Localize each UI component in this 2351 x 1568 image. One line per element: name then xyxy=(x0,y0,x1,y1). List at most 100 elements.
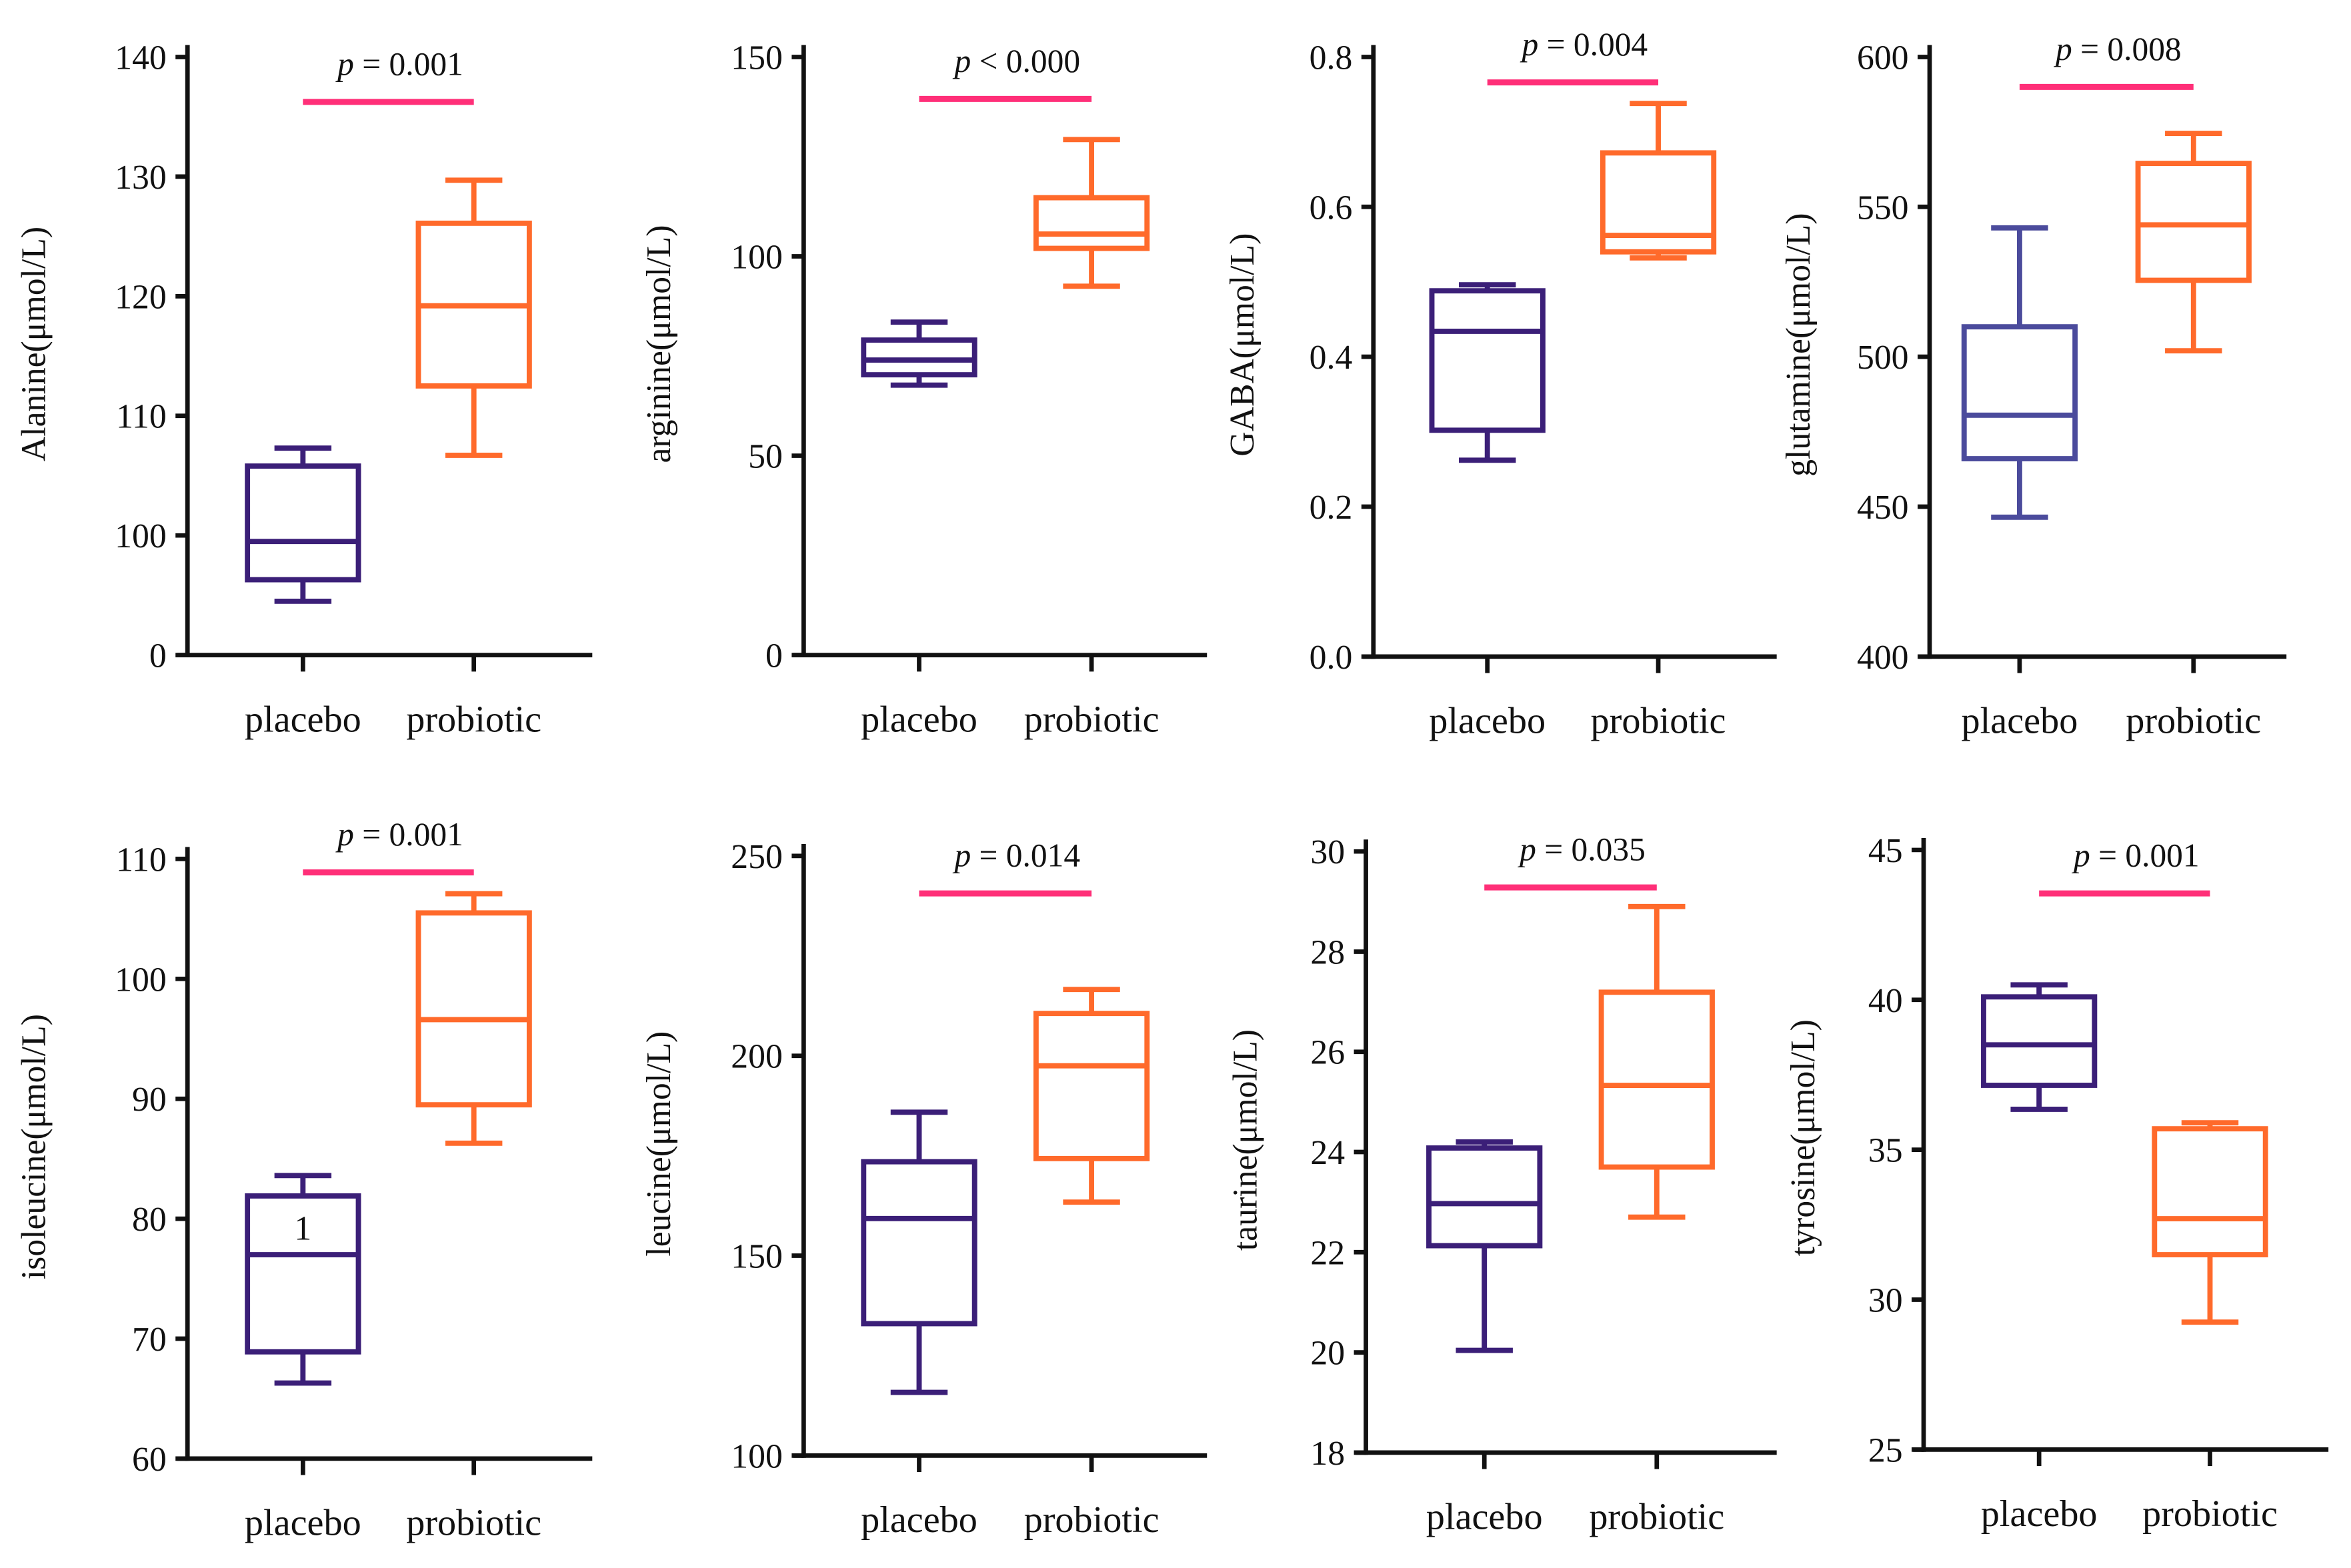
p-value-label: p = 0.014 xyxy=(952,837,1080,874)
y-tick-label: 600 xyxy=(1857,39,1909,77)
y-axis-label: leucine(μmol/L) xyxy=(640,1031,678,1257)
p-value-label: p = 0.001 xyxy=(335,45,463,82)
y-tick-label: 30 xyxy=(1868,1281,1903,1319)
y-tick-label: 100 xyxy=(731,1437,783,1475)
box-iqr xyxy=(245,463,361,583)
x-tick-label: placebo xyxy=(1429,701,1546,742)
x-tick-label: placebo xyxy=(1426,1497,1543,1538)
y-tick-label: 100 xyxy=(115,517,167,555)
y-tick-label: 120 xyxy=(115,278,167,316)
x-tick-label: placebo xyxy=(861,699,977,740)
y-tick-label: 40 xyxy=(1868,982,1903,1020)
chart-panel-5: 60 70 80 90 100 110 placebo probiotic isoleucine… xyxy=(15,816,593,1544)
x-tick-label: probiotic xyxy=(1591,701,1726,742)
p-value-text: = 0.008 xyxy=(2072,31,2182,67)
p-symbol: p xyxy=(335,816,354,853)
x-tick-label: probiotic xyxy=(1589,1497,1724,1538)
x-tick-label: placebo xyxy=(1981,1493,2098,1535)
x-tick-label: probiotic xyxy=(2142,1493,2278,1535)
box-iqr xyxy=(245,1193,361,1355)
y-axis-label: arginine(μmol/L) xyxy=(640,225,678,463)
box-placebo xyxy=(1961,225,2078,520)
x-tick-label: placebo xyxy=(861,1499,977,1541)
p-value-label: p = 0.035 xyxy=(1518,831,1646,868)
y-tick-label: 130 xyxy=(115,159,167,197)
y-tick-label: 100 xyxy=(731,238,783,276)
y-tick-label: 0.6 xyxy=(1310,189,1353,227)
p-value-label: p = 0.001 xyxy=(335,816,463,853)
p-value-text: = 0.001 xyxy=(2090,837,2200,874)
x-tick-label: probiotic xyxy=(406,699,541,740)
p-value-label: p = 0.004 xyxy=(1520,26,1648,63)
chart-panel-7: 18 20 22 24 26 28 30 placebo probiotic taurine(μm… xyxy=(1226,831,1777,1538)
y-tick-label: 20 xyxy=(1310,1335,1345,1373)
x-tick-label: placebo xyxy=(245,1503,361,1544)
p-value-text: = 0.035 xyxy=(1536,831,1646,868)
p-symbol: p xyxy=(1518,831,1536,868)
box-probiotic xyxy=(2135,131,2252,354)
box-probiotic xyxy=(1598,903,1715,1220)
box-probiotic xyxy=(1033,987,1150,1205)
x-tick-label: probiotic xyxy=(1024,1499,1159,1541)
box-probiotic xyxy=(2152,1120,2268,1325)
y-tick-label: 450 xyxy=(1857,489,1909,527)
p-value-label: p = 0.008 xyxy=(2054,31,2182,67)
p-symbol: p xyxy=(952,43,971,79)
y-tick-label: 150 xyxy=(731,1238,783,1276)
y-tick-label: 550 xyxy=(1857,189,1909,227)
y-tick-label: 70 xyxy=(132,1321,167,1359)
y-tick-label: 50 xyxy=(748,438,783,476)
p-value-text: = 0.004 xyxy=(1538,26,1648,63)
x-tick-label: probiotic xyxy=(1024,699,1159,740)
box-iqr xyxy=(1961,324,2078,461)
p-value-text: = 0.001 xyxy=(354,816,463,853)
y-tick-label: 30 xyxy=(1310,833,1345,871)
box-probiotic xyxy=(415,891,532,1146)
y-tick-label: 90 xyxy=(132,1081,167,1119)
chart-panel-2: 0 50 100 150 placebo probiotic arginine(μmol/L… xyxy=(640,39,1208,740)
y-axis-label: taurine(μmol/L) xyxy=(1226,1029,1264,1251)
box-iqr xyxy=(1598,989,1715,1170)
box-iqr xyxy=(1426,1145,1543,1249)
box-probiotic xyxy=(1600,101,1717,261)
box-iqr xyxy=(1033,1011,1150,1161)
y-tick-label: 140 xyxy=(115,39,167,77)
y-axis-label: glutamine(μmol/L) xyxy=(1780,213,1818,477)
p-value-text: = 0.014 xyxy=(971,837,1080,874)
y-tick-label: 0 xyxy=(149,637,167,675)
box-placebo xyxy=(861,319,977,388)
box-iqr xyxy=(1600,150,1717,255)
p-symbol: p xyxy=(335,45,354,82)
p-value-label: p = 0.001 xyxy=(2072,837,2200,874)
chart-panel-1: 0 100 110 120 130 140 placebo probiotic Alanine(… xyxy=(15,39,593,740)
y-tick-label: 250 xyxy=(731,838,783,876)
y-tick-label: 35 xyxy=(1868,1132,1903,1170)
y-tick-label: 18 xyxy=(1310,1435,1345,1473)
y-axis-label: Alanine(μmol/L) xyxy=(15,227,53,461)
p-symbol: p xyxy=(2072,837,2090,874)
y-axis-label: isoleucine(μmol/L) xyxy=(15,1014,53,1279)
y-tick-label: 22 xyxy=(1310,1234,1345,1272)
chart-panel-4: 400 450 500 550 600 placebo probiotic glutamine… xyxy=(1780,31,2287,742)
box-iqr xyxy=(1033,195,1150,251)
p-symbol: p xyxy=(952,837,971,874)
y-tick-label: 0 xyxy=(765,637,783,675)
y-tick-label: 60 xyxy=(132,1441,167,1479)
y-tick-label: 0.4 xyxy=(1310,339,1353,377)
y-tick-label: 26 xyxy=(1310,1034,1345,1072)
y-axis-label: GABA(μmol/L) xyxy=(1224,233,1262,457)
box-probiotic xyxy=(415,177,532,458)
box-placebo xyxy=(1426,1139,1543,1353)
box-probiotic xyxy=(1033,137,1150,289)
y-tick-label: 25 xyxy=(1868,1431,1903,1469)
y-tick-label: 0.2 xyxy=(1310,489,1353,527)
x-tick-label: probiotic xyxy=(406,1503,541,1544)
y-tick-label: 200 xyxy=(731,1038,783,1076)
box-iqr xyxy=(415,910,532,1108)
chart-panel-3: 0.0 0.2 0.4 0.6 0.8 placebo probiotic GABA(μmol… xyxy=(1224,26,1777,742)
box-iqr xyxy=(2135,161,2252,283)
y-tick-label: 110 xyxy=(116,398,167,436)
box-placebo xyxy=(1429,282,1546,463)
p-value-text: < 0.000 xyxy=(971,43,1080,79)
box-placebo xyxy=(245,445,361,604)
